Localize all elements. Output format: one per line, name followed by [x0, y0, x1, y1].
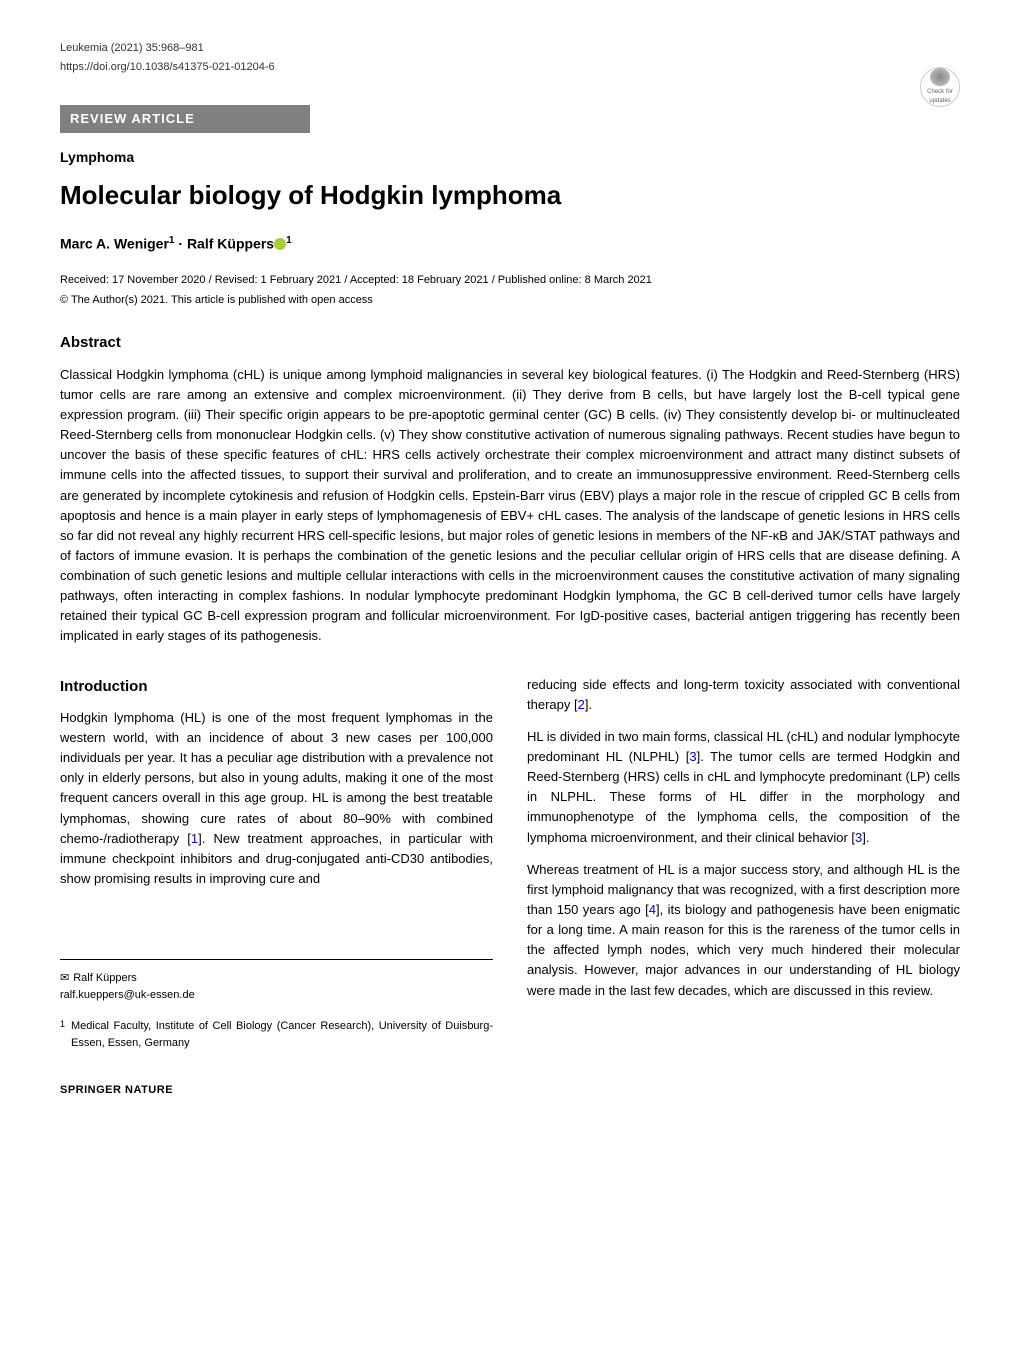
author-1: Marc A. Weniger: [60, 235, 169, 251]
ref-link-4[interactable]: 4: [649, 902, 656, 917]
article-title: Molecular biology of Hodgkin lymphoma: [60, 176, 960, 215]
author-2-affil: 1: [286, 235, 292, 246]
envelope-icon: ✉: [60, 970, 69, 987]
journal-citation: Leukemia (2021) 35:968–981: [60, 40, 960, 57]
text-span: ].: [862, 830, 869, 845]
orcid-icon[interactable]: [274, 238, 286, 250]
correspondence-block: ✉Ralf Küppers ralf.kueppers@uk-essen.de …: [60, 959, 493, 1052]
correspondence-name-line: ✉ Ralf Küppers: [60, 970, 493, 987]
check-updates-icon: [930, 68, 950, 86]
abstract-heading: Abstract: [60, 332, 960, 355]
ref-link-2[interactable]: 2: [578, 697, 585, 712]
abstract-text: Classical Hodgkin lymphoma (cHL) is uniq…: [60, 365, 960, 647]
publisher-brand: SPRINGER NATURE: [60, 1082, 493, 1099]
correspondence-email[interactable]: ralf.kueppers@uk-essen.de: [60, 987, 493, 1004]
introduction-heading: Introduction: [60, 675, 493, 698]
intro-paragraph-1: Hodgkin lymphoma (HL) is one of the most…: [60, 708, 493, 889]
intro-paragraph-3: Whereas treatment of HL is a major succe…: [527, 860, 960, 1001]
right-column: reducing side effects and long-term toxi…: [527, 675, 960, 1100]
doi-link[interactable]: https://doi.org/10.1038/s41375-021-01204…: [60, 59, 960, 76]
copyright-line: © The Author(s) 2021. This article is pu…: [60, 292, 960, 309]
authors-line: Marc A. Weniger1 · Ralf Küppers1: [60, 233, 960, 255]
correspondence-name: Ralf Küppers: [73, 972, 137, 984]
subcategory: Lymphoma: [60, 147, 960, 168]
ref-link-3a[interactable]: 3: [689, 749, 696, 764]
author-separator: ·: [174, 235, 186, 251]
affil-text: Medical Faculty, Institute of Cell Biolo…: [71, 1018, 493, 1052]
left-column: Introduction Hodgkin lymphoma (HL) is on…: [60, 675, 493, 1100]
check-updates-label: Check for updates: [921, 88, 959, 106]
two-column-layout: Introduction Hodgkin lymphoma (HL) is on…: [60, 675, 960, 1100]
affiliation-line: 1 Medical Faculty, Institute of Cell Bio…: [60, 1018, 493, 1052]
article-type-banner: REVIEW ARTICLE: [60, 105, 310, 133]
publication-dates: Received: 17 November 2020 / Revised: 1 …: [60, 272, 960, 289]
affil-number: 1: [60, 1018, 65, 1052]
text-span: ].: [585, 697, 592, 712]
author-2: Ralf Küppers: [187, 235, 274, 251]
intro-paragraph-2: HL is divided in two main forms, classic…: [527, 727, 960, 848]
intro-paragraph-1-cont: reducing side effects and long-term toxi…: [527, 675, 960, 715]
text-span: Hodgkin lymphoma (HL) is one of the most…: [60, 710, 493, 846]
check-updates-badge[interactable]: Check for updates: [920, 67, 960, 107]
